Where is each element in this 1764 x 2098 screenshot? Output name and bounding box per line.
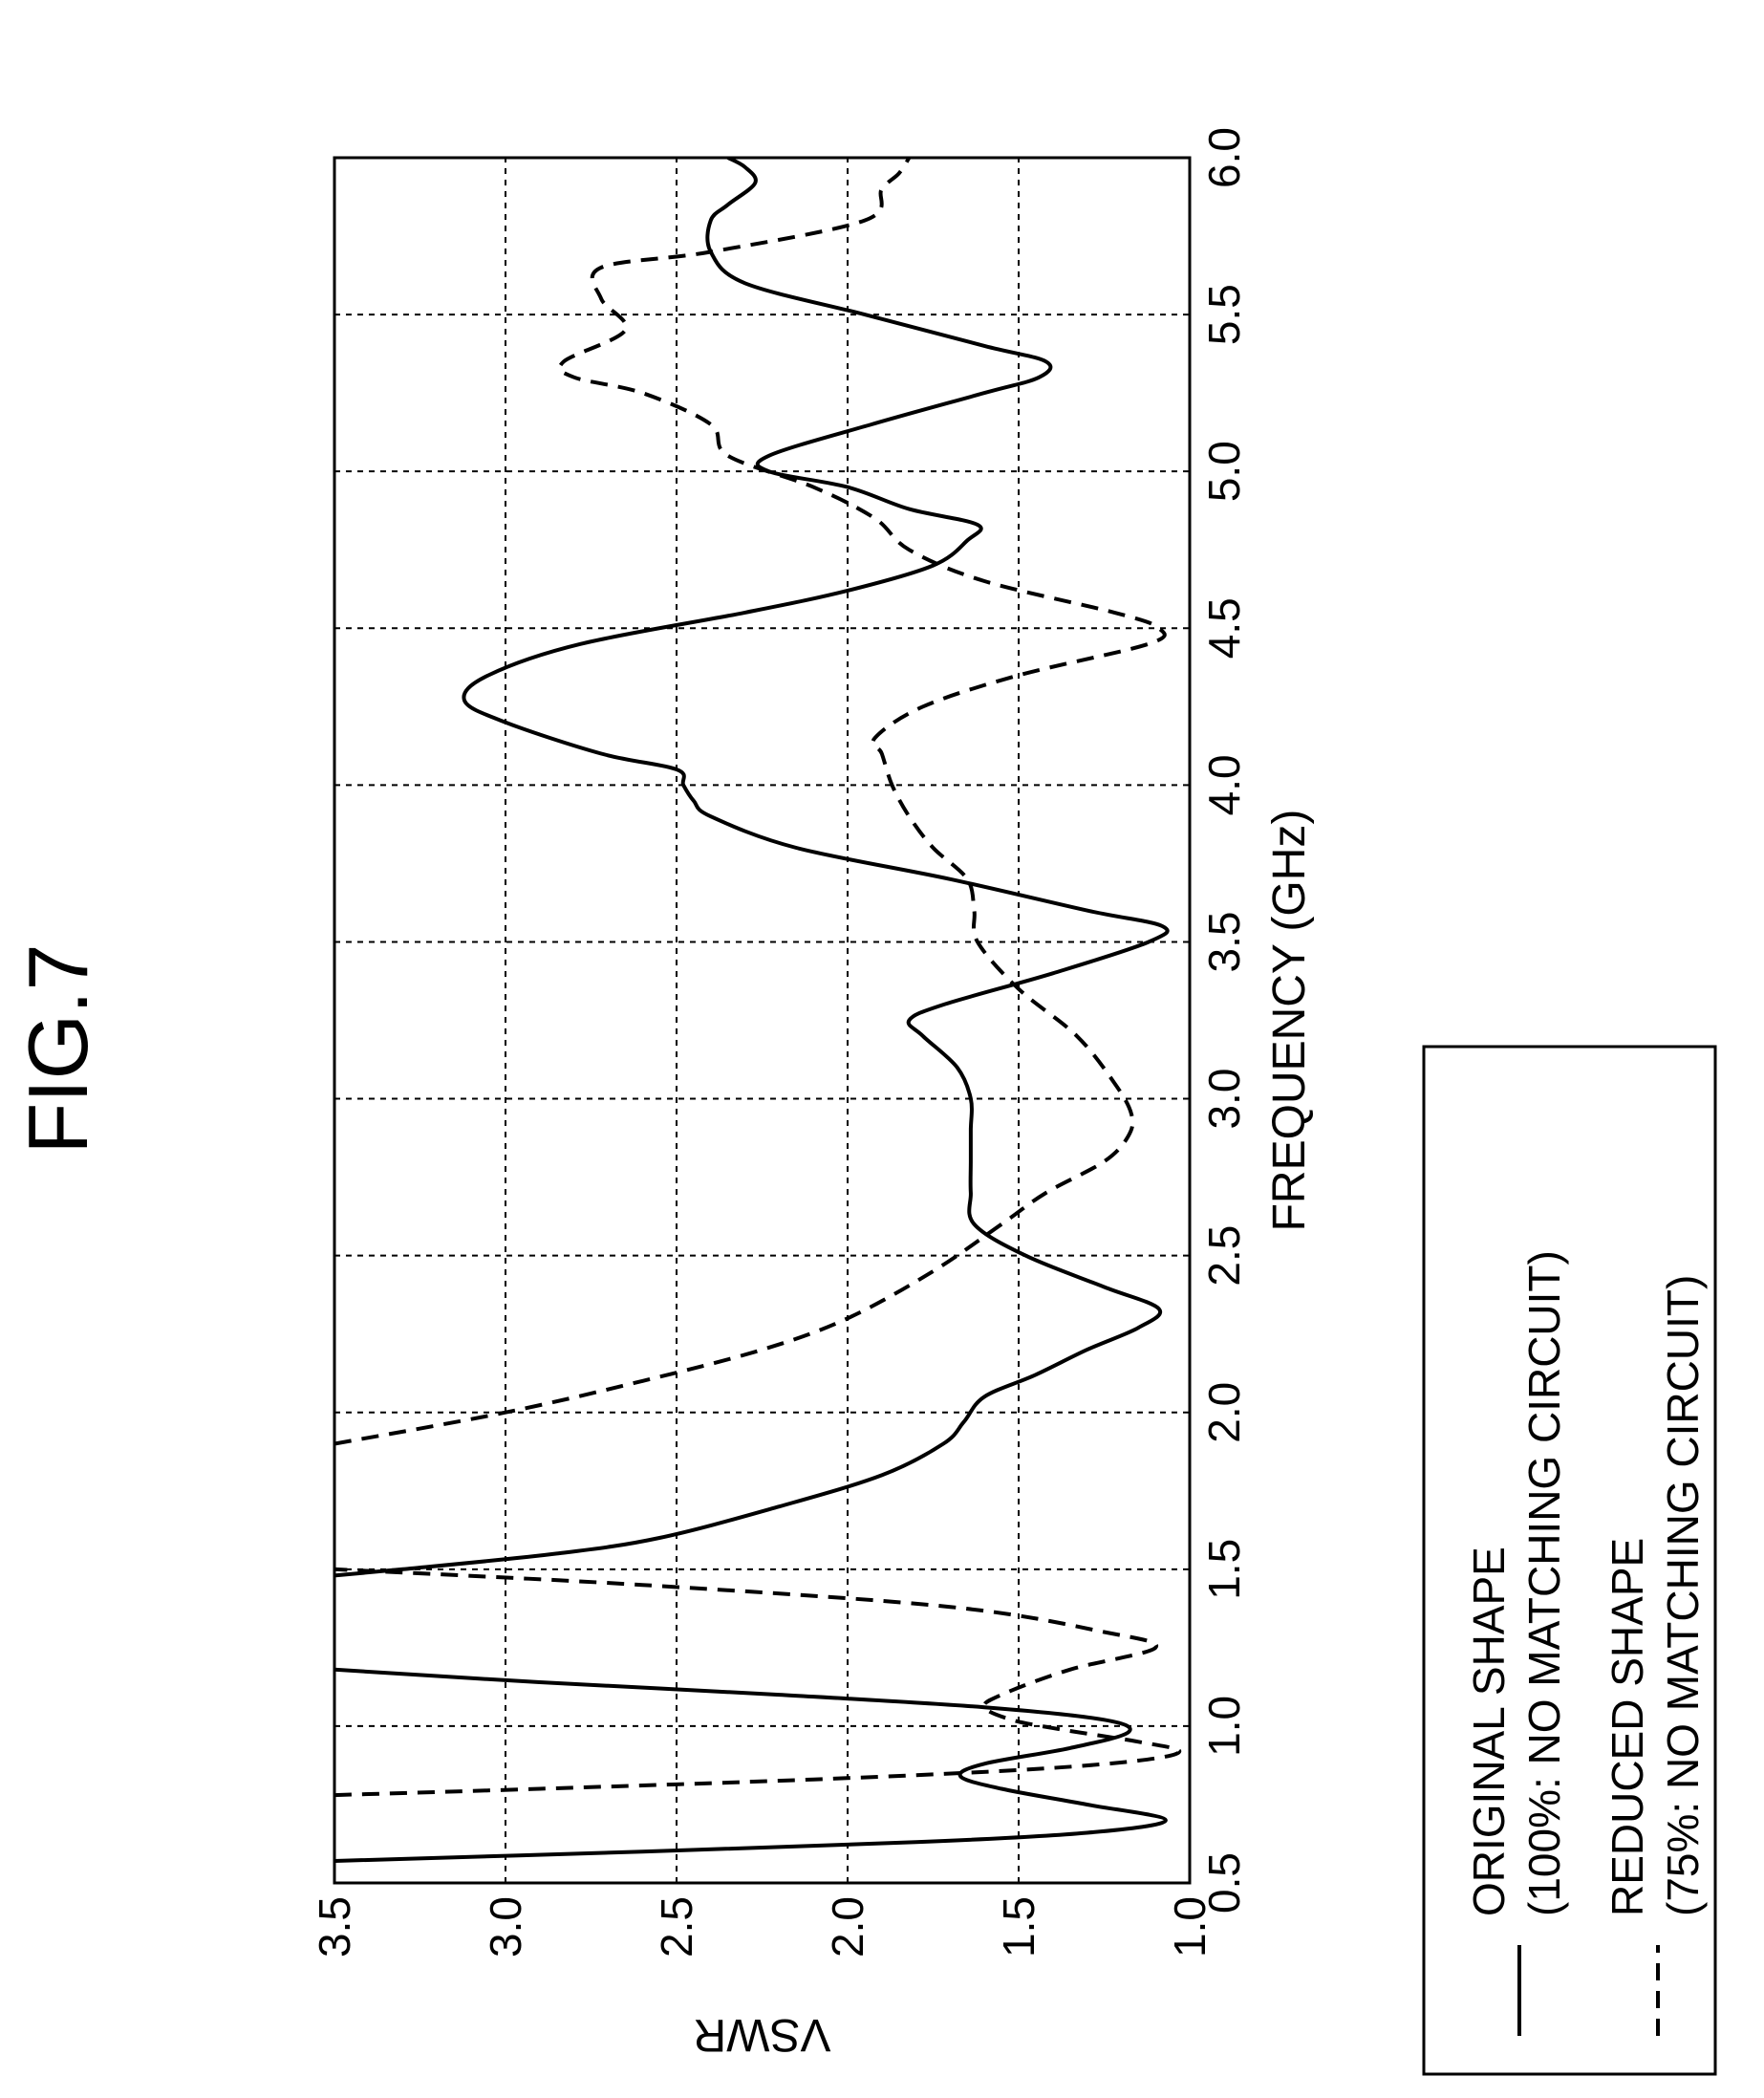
legend-label-detail: (75%: NO MATCHING CIRCUIT) <box>1658 1275 1708 1916</box>
y-tick-label: 2.5 <box>652 1896 701 1957</box>
series-line-reduced-shape <box>334 158 1182 1798</box>
x-tick-label: 2.0 <box>1199 1382 1249 1443</box>
y-axis-label: VSWR <box>694 2009 831 2060</box>
y-tick-label: 1.0 <box>1165 1896 1215 1957</box>
x-tick-label: 5.0 <box>1199 441 1249 502</box>
x-tick-label: 3.0 <box>1199 1069 1249 1130</box>
legend-label: ORIGINAL SHAPE <box>1464 1546 1514 1916</box>
x-axis-label: FREQUENCY (GHz) <box>1264 810 1315 1232</box>
plot-frame <box>333 156 1192 1885</box>
y-tick-label: 3.5 <box>310 1896 359 1957</box>
x-tick-label: 2.5 <box>1199 1225 1249 1287</box>
x-tick-label: 6.0 <box>1199 127 1249 188</box>
y-tick-label: 1.5 <box>994 1896 1043 1957</box>
x-tick-label: 5.5 <box>1199 284 1249 345</box>
x-tick-label: 4.5 <box>1199 597 1249 659</box>
x-tick-label: 4.0 <box>1199 754 1249 815</box>
x-tick-label: 3.5 <box>1199 911 1249 972</box>
legend-box <box>1422 1045 1717 2076</box>
x-tick-label: 0.5 <box>1199 1852 1249 1914</box>
series-line-original-shape <box>334 158 1170 1863</box>
x-tick-label: 1.5 <box>1199 1539 1249 1600</box>
legend-label-detail: (100%: NO MATCHING CIRCUIT) <box>1519 1250 1569 1916</box>
y-tick-label: 2.0 <box>823 1896 872 1957</box>
legend-label: REDUCED SHAPE <box>1603 1538 1652 1916</box>
x-tick-label: 1.0 <box>1199 1696 1249 1757</box>
y-tick-label: 3.0 <box>481 1896 530 1957</box>
